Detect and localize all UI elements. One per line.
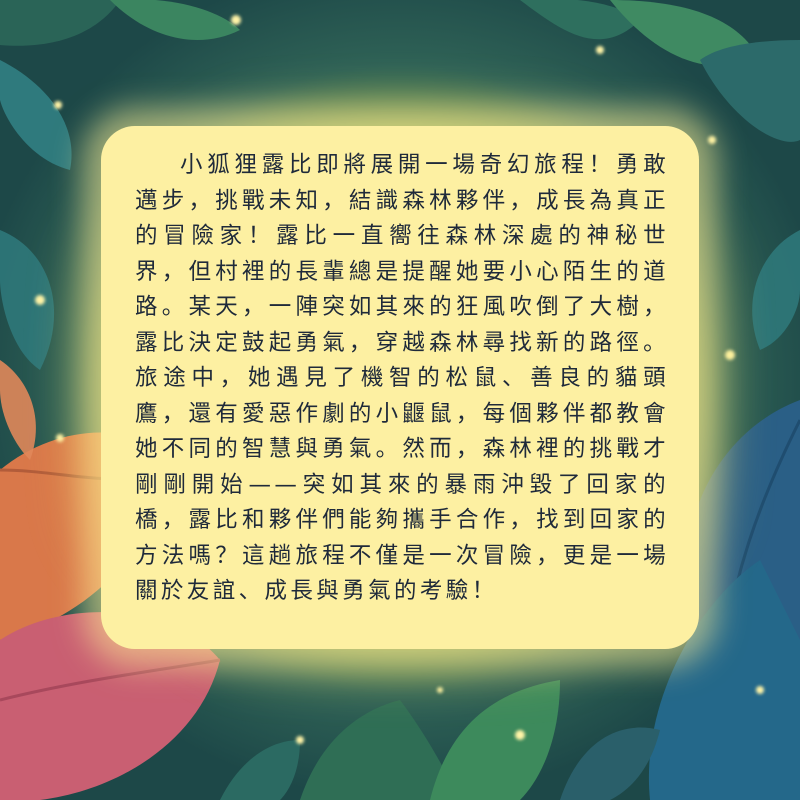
story-card: 小狐狸露比即將展開一場奇幻旅程！勇敢邁步，挑戰未知，結識森林夥伴，成長為真正的冒… <box>101 126 699 649</box>
story-text: 小狐狸露比即將展開一場奇幻旅程！勇敢邁步，挑戰未知，結識森林夥伴，成長為真正的冒… <box>135 152 669 604</box>
bottom-foliage <box>220 680 660 800</box>
leaf-top-left <box>0 0 240 170</box>
leaf-top-right <box>520 0 800 142</box>
leaf-left-teal <box>0 230 55 370</box>
